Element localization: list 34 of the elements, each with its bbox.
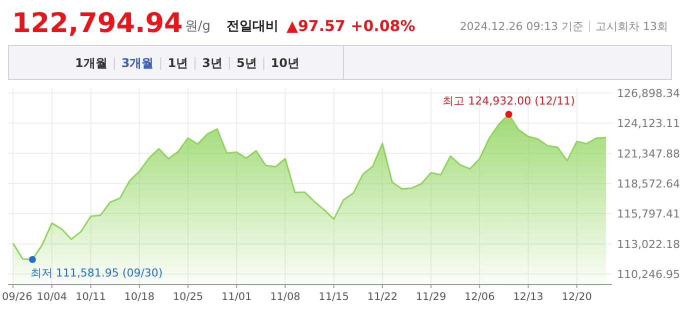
- x-tick-label: 11/15: [318, 291, 349, 303]
- y-tick-label: 115,797.41: [617, 208, 680, 221]
- y-tick-label: 113,022.18: [617, 238, 680, 251]
- y-tick-label: 118,572.64: [617, 178, 680, 190]
- text: 3년: [202, 56, 222, 70]
- text: 3개월: [121, 56, 154, 70]
- chart-subtitle: 원/g: [184, 19, 210, 34]
- chart-title: 122,794.94: [12, 8, 183, 39]
- y-tick-label: 124,123.11: [617, 117, 680, 130]
- text: 10년: [270, 56, 300, 70]
- x-tick-label: 11/08: [270, 291, 300, 303]
- text: 5년: [236, 56, 257, 70]
- text: 고시회차 13회: [596, 20, 668, 33]
- x-tick-label: 11/01: [221, 291, 252, 303]
- x-tick-label: 10/11: [76, 291, 106, 303]
- x-tick-label: 12/13: [513, 291, 544, 303]
- x-tick-label: 10/04: [36, 291, 68, 303]
- x-tick-label: 10/25: [172, 291, 204, 303]
- x-tick-label: 12/06: [464, 291, 496, 303]
- y-tick-label: 126,898.34: [617, 87, 680, 100]
- x-tick-label: 11/29: [416, 291, 446, 303]
- annotation: 최고 124,932.00 (12/11): [442, 94, 575, 108]
- text: 1년: [168, 56, 188, 70]
- text: 2024.12.26 09:13 기준: [460, 20, 584, 33]
- y-tick-label: 121,347.88: [617, 147, 680, 160]
- text: 전일대비: [226, 19, 278, 34]
- x-tick-label: 11/22: [367, 291, 398, 303]
- x-tick-label: 10/18: [124, 291, 155, 303]
- annotation: 최저 111,581.95 (09/30): [30, 266, 163, 280]
- text: ▲97.57 +0.08%: [286, 17, 416, 35]
- x-tick-label: 12/20: [562, 291, 592, 303]
- x-tick-label: 09/26: [2, 291, 33, 303]
- text: 1개월: [75, 56, 108, 70]
- y-tick-label: 110,246.95: [617, 268, 680, 281]
